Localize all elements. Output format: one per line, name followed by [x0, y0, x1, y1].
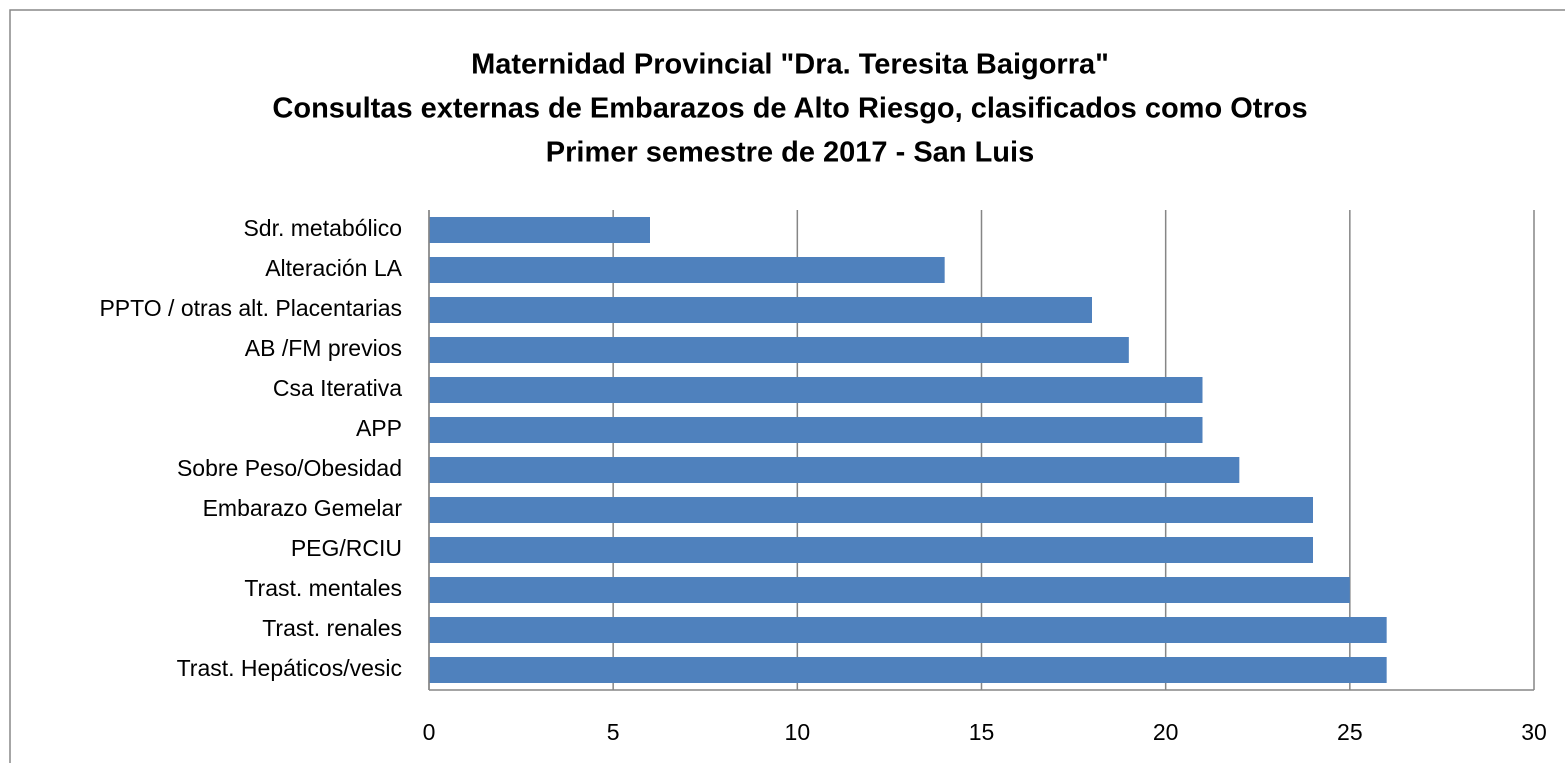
x-tick-label: 0 [423, 719, 436, 745]
bar [429, 657, 1387, 683]
y-tick-label: Trast. Hepáticos/vesic [177, 655, 402, 681]
bar [429, 617, 1387, 643]
y-tick-label: PPTO / otras alt. Placentarias [99, 295, 402, 321]
x-tick-label: 30 [1521, 719, 1547, 745]
x-tick-label: 25 [1337, 719, 1363, 745]
bar [429, 577, 1350, 603]
y-tick-label: APP [356, 415, 402, 441]
y-tick-label: Sobre Peso/Obesidad [177, 455, 402, 481]
bar [429, 337, 1129, 363]
bar [429, 377, 1203, 403]
x-tick-label: 10 [785, 719, 811, 745]
bar [429, 297, 1092, 323]
bar [429, 257, 945, 283]
y-tick-label: Csa Iterativa [273, 375, 402, 401]
chart-frame [9, 9, 1565, 763]
y-tick-label: Alteración LA [265, 255, 402, 281]
bar [429, 217, 650, 243]
x-tick-label: 20 [1153, 719, 1179, 745]
chart-title: Consultas externas de Embarazos de Alto … [272, 93, 1307, 125]
bar [429, 417, 1203, 443]
chart-title: Maternidad Provincial "Dra. Teresita Bai… [471, 49, 1109, 81]
bar [429, 497, 1313, 523]
y-tick-label: PEG/RCIU [291, 535, 402, 561]
x-tick-label: 5 [607, 719, 620, 745]
y-tick-label: Trast. mentales [244, 575, 402, 601]
chart-title: Primer semestre de 2017 - San Luis [546, 137, 1034, 169]
y-tick-label: Sdr. metabólico [243, 215, 402, 241]
y-tick-label: Embarazo Gemelar [203, 495, 403, 521]
bar [429, 457, 1240, 483]
bar [429, 537, 1313, 563]
y-tick-label: Trast. renales [262, 615, 402, 641]
y-tick-label: AB /FM previos [245, 335, 402, 361]
x-tick-label: 15 [969, 719, 995, 745]
